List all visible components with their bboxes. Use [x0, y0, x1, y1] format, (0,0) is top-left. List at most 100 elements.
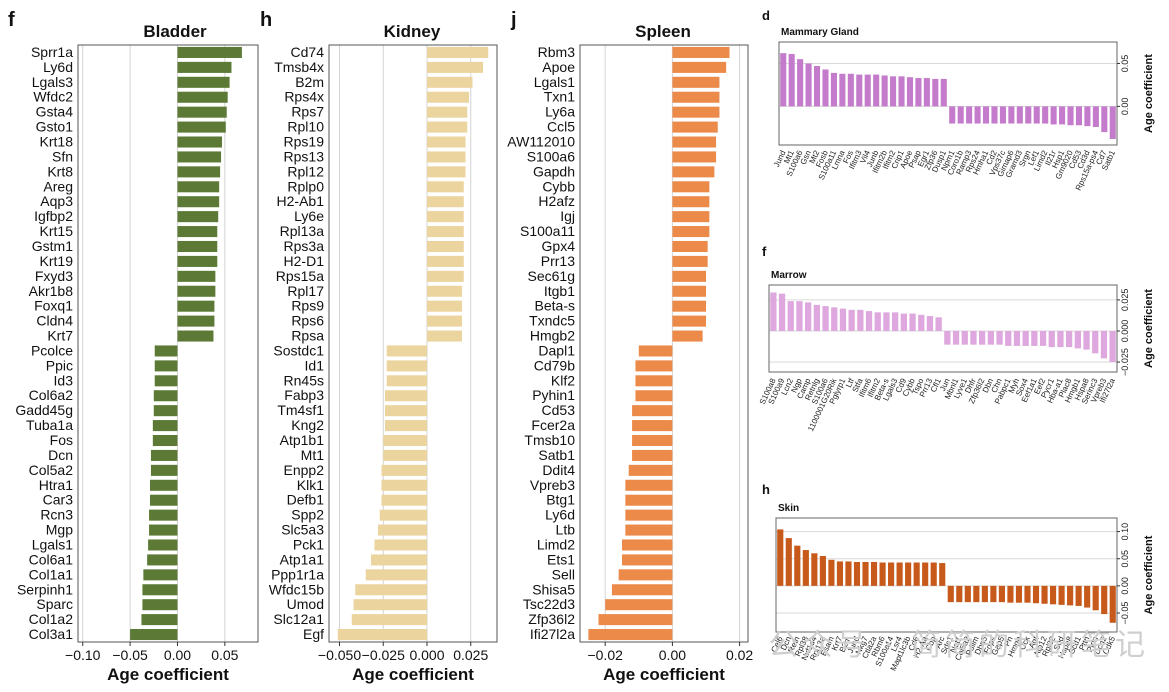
bladder-bar-Serpinh1 [142, 584, 178, 596]
kidney-bar-Rps4x [427, 91, 469, 103]
kidney-bar-Mt1 [383, 449, 427, 461]
bladder-gene-label-Mgp: Mgp [46, 522, 73, 538]
spleen-bar-Dapl1 [638, 345, 673, 357]
kidney-tick-label-2: 0.000 [409, 647, 444, 663]
bladder-bar-Sprr1a [177, 46, 242, 58]
skin-bar-Rbm6 [879, 562, 886, 586]
marrow-bar-Tspo [918, 314, 925, 331]
kidney-gene-label-Pck1: Pck1 [293, 536, 324, 552]
bladder-gene-label-Cldn4: Cldn4 [36, 313, 73, 329]
mammary-title: Mammary Gland [781, 27, 859, 38]
spleen-gene-label-Igj: Igj [560, 208, 575, 224]
spleen-gene-label-Dapl1: Dapl1 [538, 342, 575, 358]
mammary-bar-Cd3d [1084, 106, 1091, 127]
bladder-bar-Htra1 [150, 479, 178, 491]
bladder-tick-label-1: −0.05 [112, 647, 148, 663]
bladder-gene-label-Car3: Car3 [43, 492, 74, 508]
bladder-bar-Krt15 [177, 226, 218, 238]
marrow-bar-Ifitm6 [865, 311, 873, 331]
spleen-bar-Cybb [672, 181, 710, 193]
spleen-gene-label-Fcer2a: Fcer2a [531, 417, 575, 433]
spleen-gene-label-Cd53: Cd53 [542, 402, 576, 418]
spleen-bar-Limd2 [622, 539, 673, 551]
spleen-gene-label-Ly6d: Ly6d [545, 507, 575, 523]
marrow-bar-Eef1a1 [1031, 330, 1038, 346]
bladder-bar-Gsta4 [177, 106, 227, 118]
kidney-gene-label-Rps9: Rps9 [291, 298, 324, 314]
skin-plot-frame [775, 517, 1118, 633]
skin-bar-Nxf1d4 [811, 553, 818, 586]
mammary-bar-Lmna [839, 73, 846, 107]
spleen-bar-Ly6a [672, 106, 720, 118]
bladder-bar-Igfbp2 [177, 211, 219, 223]
kidney-gene-label-B2m: B2m [295, 74, 324, 90]
skin-y-axis-label: Age coefficient [1143, 535, 1155, 614]
bladder-gene-label-Sparc: Sparc [36, 596, 73, 612]
bladder-gene-label-Pcolce: Pcolce [31, 342, 73, 358]
skin-bar-Cel6 [777, 529, 784, 586]
kidney-gene-label-Tmsb4x: Tmsb4x [274, 59, 324, 75]
skin-bar-Ptpn [1092, 585, 1099, 611]
skin-bar-Atp12 [1041, 585, 1048, 604]
spleen-gene-label-Tmsb10: Tmsb10 [524, 432, 575, 448]
skin-bar-B2m [845, 561, 852, 586]
spleen-bar-Sell [618, 569, 673, 581]
marrow-bar-Ifitm2 [874, 312, 881, 331]
bladder-gene-label-Col5a2: Col5a2 [29, 462, 74, 478]
kidney-gene-label-Slc12a1: Slc12a1 [273, 611, 324, 627]
bladder-bar-Areg [177, 181, 220, 193]
bladder-gene-label-Gsta4: Gsta4 [36, 104, 74, 120]
spleen-bar-Txn1 [672, 91, 720, 103]
spleen-bar-Ltb [625, 524, 673, 536]
marrow-bar-Hmgb1 [1074, 330, 1081, 349]
skin-bar-Arc [939, 563, 946, 586]
bladder-bar-Dcn [150, 449, 178, 461]
spleen-gene-label-Klf2: Klf2 [551, 372, 575, 388]
skin-bar-H2-Aa [922, 562, 929, 586]
marrow-bar-Pabpc1 [1005, 330, 1012, 346]
mammary-tick-label-1: 0.05 [1120, 55, 1130, 73]
spleen-gene-label-Cd79b: Cd79b [534, 357, 575, 373]
kidney-gene-label-Atp1b1: Atp1b1 [280, 432, 325, 448]
spleen-gene-label-Gpx4: Gpx4 [542, 238, 576, 254]
kidney-gene-label-Rps15a: Rps15a [276, 268, 324, 284]
kidney-bar-Ppp1r1a [365, 569, 427, 581]
kidney-gene-label-Sostdc1: Sostdc1 [273, 342, 324, 358]
skin-bar-Sdc1 [947, 585, 954, 603]
bladder-bar-Krt18 [177, 136, 222, 148]
marrow-bar-Ltf [848, 309, 855, 331]
mammary-bar-Cd7 [1101, 106, 1108, 133]
spleen-bar-Ly6d [625, 509, 673, 521]
bladder-gene-label-Dcn: Dcn [48, 447, 73, 463]
spleen-gene-label-AW112010: AW112010 [507, 134, 575, 150]
spleen-gene-label-S100a11: S100a11 [520, 223, 575, 239]
kidney-gene-label-Rpl12: Rpl12 [287, 163, 324, 179]
kidney-gene-label-Umod: Umod [287, 596, 324, 612]
mammary-bar-Fos [847, 73, 854, 107]
kidney-bar-Rps9 [427, 300, 462, 312]
kidney-gene-label-Ppp1r1a: Ppp1r1a [271, 566, 324, 582]
bladder-bar-Col6a2 [153, 390, 178, 402]
skin-bar-Cdk5 [1109, 585, 1116, 623]
skin-gene-label-Pn: Pn [1002, 635, 1014, 648]
kidney-tick-label-3: 0.025 [453, 647, 488, 663]
mammary-bar-Coro1b [957, 106, 964, 124]
kidney-panel-letter: h [260, 9, 272, 31]
marrow-bar-Cfl1 [935, 317, 942, 331]
bladder-gene-label-Krt7: Krt7 [47, 328, 73, 344]
kidney-bar-H2-D1 [427, 255, 464, 267]
kidney-gene-label-Rpl10: Rpl10 [287, 119, 324, 135]
spleen-bar-Ifi27l2a [588, 629, 673, 641]
spleen-bar-Satb1 [632, 449, 673, 461]
kidney-gene-label-Slc5a3: Slc5a3 [281, 522, 324, 538]
bladder-bar-Fos [152, 434, 178, 447]
mammary-bar-Crip1 [898, 76, 905, 107]
marrow-bar-Beta-s [883, 312, 890, 331]
spleen-bar-S100a6 [672, 151, 717, 163]
bladder-gene-label-Lgals1: Lgals1 [32, 536, 73, 552]
skin-bar-Pdlim [973, 585, 980, 603]
bladder-bar-Rcn3 [149, 509, 178, 521]
marrow-title: Marrow [771, 270, 807, 281]
spleen-gene-label-Gapdh: Gapdh [533, 163, 575, 179]
marrow-bar-Serinc3 [1092, 330, 1099, 354]
